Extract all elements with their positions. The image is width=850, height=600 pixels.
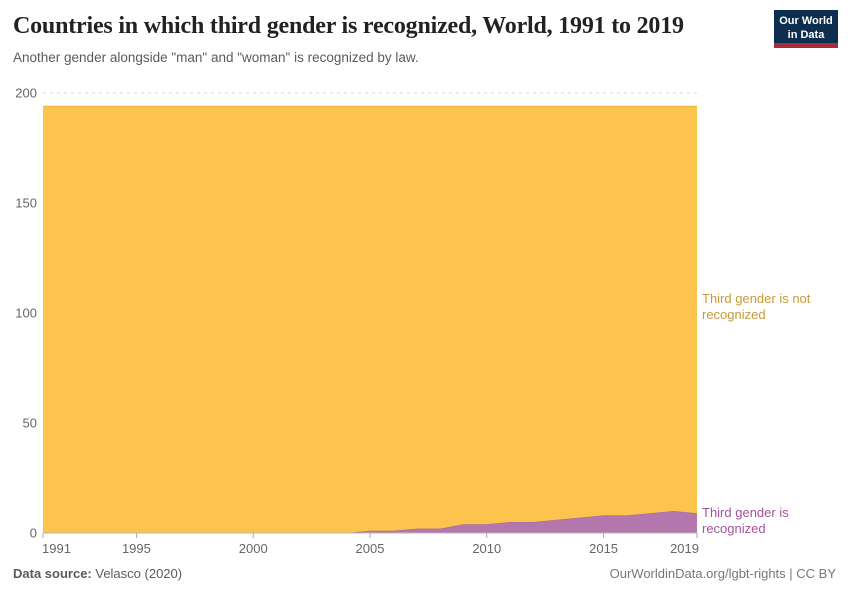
data-source-label: Data source:	[13, 566, 92, 581]
area-third-gender-is-not-recognized	[43, 106, 697, 533]
y-tick-label-200: 200	[15, 86, 37, 101]
y-tick-label-100: 100	[15, 306, 37, 321]
x-tick-label-1995: 1995	[122, 541, 151, 556]
chart-footer: Data source: Velasco (2020) OurWorldinDa…	[13, 566, 836, 581]
area-third-gender-is-recognized	[43, 511, 697, 533]
series-label-third-gender-is-recognized: Third gender is recognized	[702, 505, 789, 536]
x-tick-label-2005: 2005	[356, 541, 385, 556]
owid-logo-line2: in Data	[787, 29, 825, 41]
x-tick-label-2015: 2015	[589, 541, 618, 556]
footer-link[interactable]: OurWorldinData.org/lgbt-rights | CC BY	[609, 566, 836, 581]
series-label-third-gender-is-not-recognized: Third gender is not recognized	[702, 291, 811, 322]
page-title: Countries in which third gender is recog…	[13, 13, 684, 39]
x-tick-label-1991: 1991	[42, 541, 71, 556]
y-tick-label-150: 150	[15, 196, 37, 211]
y-tick-label-50: 50	[23, 416, 37, 431]
y-tick-label-0: 0	[30, 526, 37, 541]
x-tick-label-2000: 2000	[239, 541, 268, 556]
x-tick-label-2010: 2010	[472, 541, 501, 556]
data-source-value: Velasco (2020)	[91, 566, 183, 581]
x-tick-label-2019: 2019	[670, 541, 699, 556]
data-source: Data source: Velasco (2020)	[13, 566, 182, 581]
chart-subtitle: Another gender alongside "man" and "woma…	[13, 50, 419, 65]
owid-logo-line1: Our World	[779, 15, 833, 27]
owid-logo[interactable]: Our World in Data	[774, 10, 838, 48]
